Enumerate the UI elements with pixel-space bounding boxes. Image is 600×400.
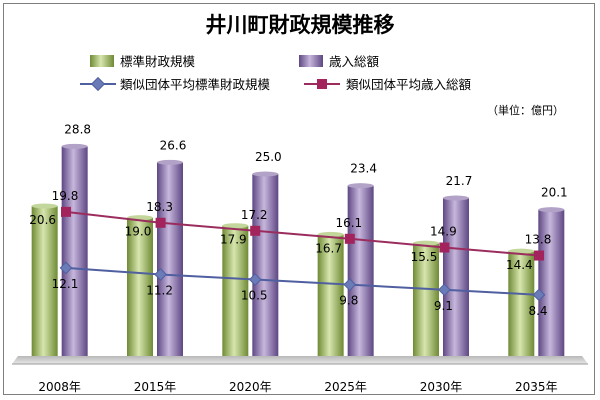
bar-label-revenue-total: 21.7 <box>446 174 473 188</box>
legend-label-similar-standard: 類似団体平均標準財政規模 <box>120 77 271 92</box>
bar-standard-scale-top <box>508 248 535 254</box>
bar-standard-scale <box>31 206 58 356</box>
line-similar-revenue-point <box>61 206 71 217</box>
line-similar-standard-label: 8.4 <box>528 304 547 318</box>
bar-revenue-total <box>156 162 183 356</box>
bar-standard-scale <box>126 217 153 356</box>
line-similar-standard-point <box>248 273 262 286</box>
x-tick-label: 2025年 <box>324 380 367 394</box>
legend-label-revenue-total: 歳入総額 <box>329 54 380 69</box>
line-similar-revenue-label: 16.1 <box>335 216 362 230</box>
chart-canvas: 井川町財政規模推移 標準財政規模 歳入総額 類似団体平均標準財政規模 類似団体平… <box>12 13 588 394</box>
unit-label: （単位：億円） <box>487 103 564 117</box>
legend-marker-similar-standard <box>90 76 106 92</box>
line-similar-standard-label: 9.8 <box>339 294 358 308</box>
line-similar-revenue-point <box>344 233 355 244</box>
line-similar-standard-label: 11.2 <box>146 283 173 297</box>
legend-marker-similar-revenue <box>317 79 327 89</box>
x-tick-label: 2015年 <box>134 380 177 394</box>
legend-label-similar-revenue: 類似団体平均歳入総額 <box>346 77 472 92</box>
chart-title: 井川町財政規模推移 <box>206 13 395 37</box>
x-tick-label: 2035年 <box>515 380 558 394</box>
line-similar-standard-label: 9.1 <box>434 299 453 313</box>
line-similar-revenue-point <box>439 242 450 253</box>
plot-area: 2008年 2015年 2020年 2025年 2030年 2035年 20.6 28.8 19… <box>12 122 588 394</box>
x-tick-label: 2030年 <box>420 380 463 394</box>
bar-revenue-total-top <box>61 143 88 149</box>
bar-label-revenue-total: 26.6 <box>160 138 187 152</box>
bar-revenue-total <box>61 146 88 356</box>
bar-label-standard-scale: 17.9 <box>220 233 247 247</box>
bar-revenue-total-top <box>442 195 469 201</box>
line-similar-revenue-label: 18.3 <box>146 200 173 214</box>
bar-revenue-total-top <box>156 159 183 165</box>
line-similar-standard-point <box>154 268 167 281</box>
x-tick-label: 2008年 <box>38 380 81 394</box>
line-similar-standard-point <box>532 288 546 302</box>
bar-revenue-total-top <box>252 171 279 177</box>
line-similar-revenue-label: 14.9 <box>430 225 457 239</box>
bar-standard-scale <box>508 251 535 356</box>
line-similar-standard-label: 10.5 <box>241 289 268 303</box>
line-similar-standard-point <box>438 283 451 297</box>
bar-label-standard-scale: 19.0 <box>125 225 152 239</box>
line-similar-standard-point <box>59 261 73 275</box>
bar-revenue-total <box>442 198 469 356</box>
bar-standard-scale <box>317 234 344 356</box>
bar-label-standard-scale: 14.4 <box>506 258 533 272</box>
legend-swatch-revenue-total <box>299 55 323 67</box>
line-similar-revenue-point <box>250 225 261 236</box>
legend-swatch-standard-scale <box>90 55 114 67</box>
bar-revenue-total <box>252 174 279 356</box>
line-similar-revenue-label: 13.8 <box>525 233 552 247</box>
bar-revenue-total <box>347 185 374 356</box>
bar-label-revenue-total: 25.0 <box>255 150 282 164</box>
bar-revenue-total-top <box>538 207 565 213</box>
bar-label-revenue-total: 28.8 <box>64 122 91 136</box>
chart-floor <box>12 356 588 364</box>
legend: 標準財政規模 歳入総額 類似団体平均標準財政規模 類似団体平均歳入総額 <box>80 54 472 92</box>
x-tick-label: 2020年 <box>229 380 272 394</box>
bar-standard-scale <box>412 243 439 356</box>
line-similar-standard <box>65 266 540 296</box>
line-similar-revenue <box>65 210 540 257</box>
line-similar-revenue-point <box>155 217 166 228</box>
bar-revenue-total <box>538 209 565 356</box>
chart-frame: 井川町財政規模推移 標準財政規模 歳入総額 類似団体平均標準財政規模 類似団体平… <box>3 3 595 395</box>
bar-standard-scale-top <box>31 203 58 209</box>
bar-label-standard-scale: 20.6 <box>29 213 56 227</box>
bar-standard-scale-top <box>222 223 249 229</box>
bar-label-revenue-total: 20.1 <box>541 186 568 200</box>
bar-revenue-total-top <box>347 183 374 189</box>
line-similar-standard-label: 12.1 <box>52 277 79 291</box>
line-similar-revenue-label: 17.2 <box>241 208 268 222</box>
bar-label-standard-scale: 16.7 <box>315 241 342 255</box>
line-similar-revenue-label: 19.8 <box>52 189 79 203</box>
bar-standard-scale <box>222 225 249 356</box>
line-similar-standard-point <box>343 278 357 292</box>
legend-label-standard-scale: 標準財政規模 <box>120 54 196 69</box>
line-similar-revenue-point <box>534 250 544 261</box>
bar-label-revenue-total: 23.4 <box>350 162 377 176</box>
bar-label-standard-scale: 15.5 <box>411 250 438 264</box>
